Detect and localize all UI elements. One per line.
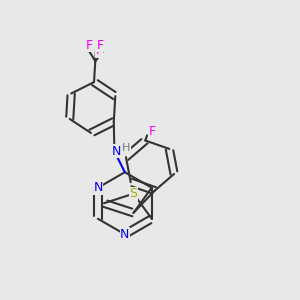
Text: F: F <box>96 44 103 57</box>
Text: N: N <box>112 145 122 158</box>
Text: F: F <box>149 124 156 137</box>
Text: F: F <box>97 39 104 52</box>
Text: F: F <box>86 39 93 52</box>
Text: N: N <box>93 181 103 194</box>
Text: N: N <box>120 228 130 241</box>
Text: S: S <box>130 187 137 200</box>
Text: H: H <box>122 143 130 153</box>
